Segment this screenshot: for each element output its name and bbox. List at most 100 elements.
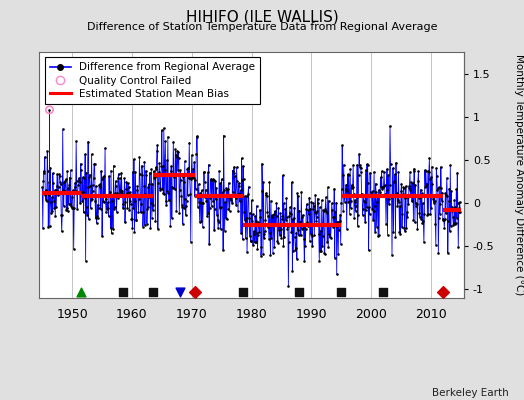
Point [179, 220, 187, 227]
Point [367, 193, 375, 199]
Point [83, 184, 92, 190]
Point [333, 218, 342, 225]
Point [198, 187, 206, 194]
Point [49, 180, 58, 186]
Point [436, 164, 445, 170]
Point [369, 208, 378, 214]
Point [341, 199, 349, 205]
Point [225, 194, 233, 200]
Point [135, 154, 144, 160]
Point [335, 218, 344, 224]
Point [339, 208, 347, 214]
Point [111, 190, 119, 196]
Point [360, 198, 368, 204]
Point [206, 194, 214, 201]
Point [204, 162, 213, 168]
Point [398, 224, 406, 230]
Point [348, 184, 356, 191]
Point [377, 168, 386, 174]
Point [190, 159, 199, 166]
Point [111, 178, 119, 184]
Point [41, 192, 49, 198]
Point [446, 162, 454, 168]
Point [136, 171, 144, 178]
Point [98, 233, 106, 239]
Point [400, 225, 409, 231]
Point [155, 160, 163, 166]
Point [176, 187, 184, 194]
Point [243, 249, 251, 256]
Point [350, 215, 358, 221]
Point [58, 212, 67, 218]
Point [453, 170, 462, 176]
Point [192, 186, 200, 192]
Point [309, 200, 318, 206]
Point [365, 204, 373, 211]
Point [329, 224, 337, 230]
Point [79, 174, 87, 180]
Point [112, 183, 120, 189]
Point [328, 207, 336, 213]
Point [305, 238, 314, 244]
Point [202, 197, 210, 204]
Point [291, 234, 299, 240]
Point [66, 201, 74, 208]
Point [245, 232, 254, 239]
Point [211, 177, 220, 184]
Point [383, 166, 391, 172]
Point [366, 189, 375, 195]
Point [322, 194, 330, 201]
Point [60, 203, 68, 209]
Point [326, 234, 335, 241]
Point [340, 162, 348, 168]
Point [110, 162, 118, 169]
Point [51, 212, 59, 219]
Point [278, 216, 286, 222]
Point [276, 210, 285, 216]
Point [322, 208, 331, 214]
Point [216, 226, 225, 232]
Point [396, 203, 404, 209]
Point [231, 192, 239, 198]
Point [280, 200, 288, 207]
Point [80, 209, 88, 216]
Point [399, 184, 408, 190]
Point [263, 192, 271, 198]
Point [207, 176, 215, 182]
Point [423, 180, 431, 187]
Point [119, 289, 127, 295]
Point [243, 222, 252, 228]
Point [196, 190, 204, 196]
Point [305, 194, 313, 201]
Point [454, 208, 463, 215]
Point [272, 200, 281, 206]
Point [80, 175, 89, 182]
Point [358, 190, 366, 197]
Point [77, 289, 85, 295]
Point [148, 214, 156, 221]
Point [108, 197, 116, 204]
Point [334, 218, 343, 225]
Point [51, 186, 60, 193]
Point [343, 226, 351, 232]
Point [394, 203, 402, 209]
Point [416, 213, 424, 220]
Point [392, 191, 401, 198]
Point [174, 154, 183, 161]
Point [90, 161, 99, 168]
Point [171, 186, 179, 192]
Point [293, 256, 301, 262]
Point [336, 212, 344, 218]
Point [242, 215, 250, 222]
Point [397, 188, 405, 194]
Point [277, 234, 286, 241]
Point [406, 186, 414, 193]
Point [240, 209, 248, 215]
Point [324, 198, 333, 204]
Point [189, 166, 198, 172]
Point [342, 185, 350, 192]
Point [68, 204, 76, 211]
Point [133, 186, 141, 193]
Point [82, 204, 91, 210]
Point [169, 139, 178, 145]
